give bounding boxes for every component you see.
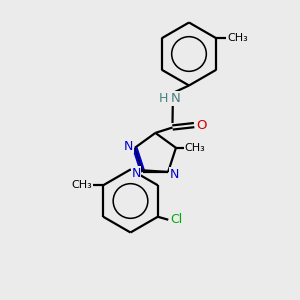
Text: CH₃: CH₃	[227, 33, 248, 43]
Text: CH₃: CH₃	[184, 143, 205, 153]
Text: N: N	[171, 92, 181, 105]
Text: N: N	[170, 168, 179, 181]
Text: O: O	[196, 118, 207, 132]
Text: N: N	[131, 167, 141, 180]
Text: N: N	[124, 140, 133, 153]
Text: H: H	[159, 92, 169, 105]
Text: CH₃: CH₃	[72, 180, 93, 190]
Text: Cl: Cl	[171, 213, 183, 226]
